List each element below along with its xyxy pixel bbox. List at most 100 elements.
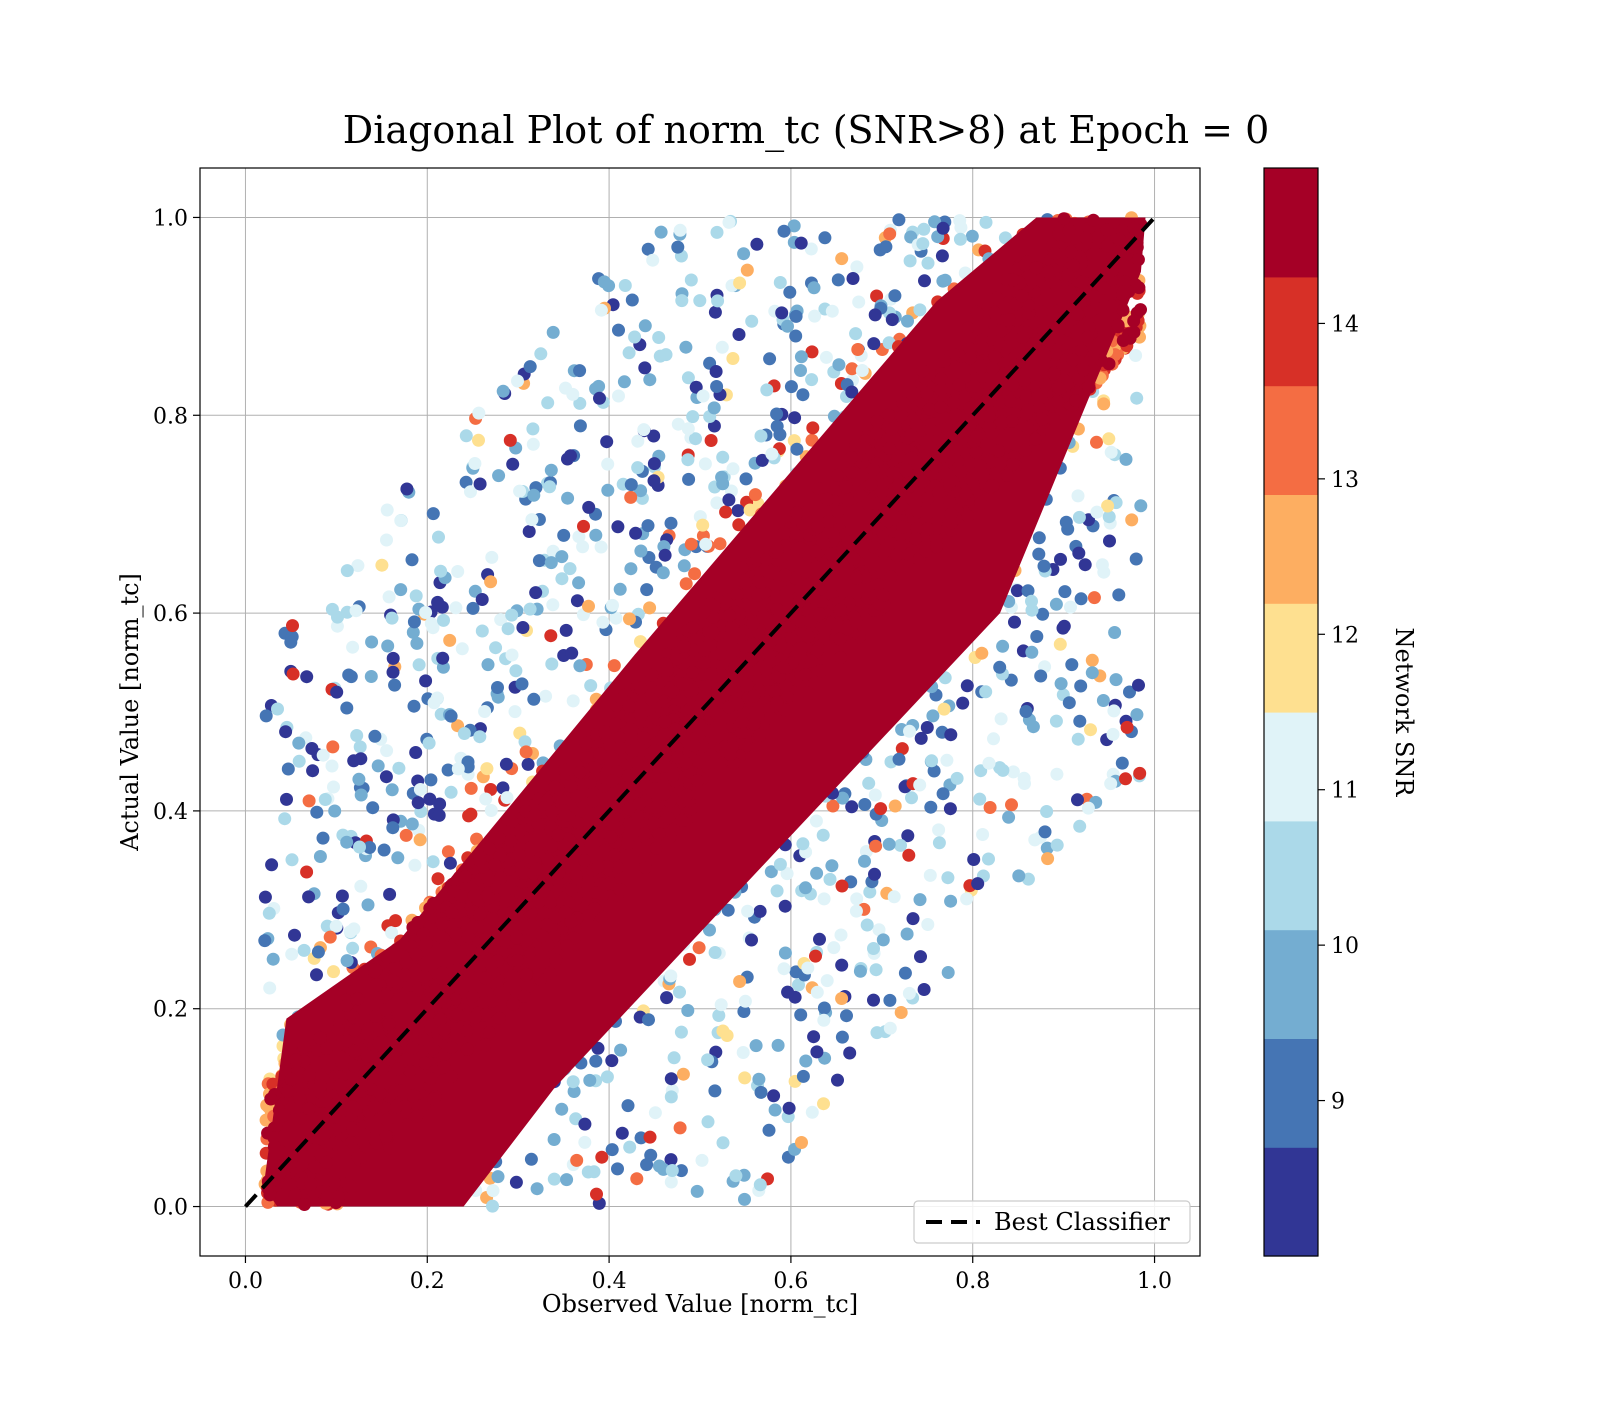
scatter-point (767, 1089, 780, 1102)
scatter-point (809, 950, 822, 963)
scatter-point (941, 871, 954, 884)
scatter-point (1072, 489, 1085, 502)
scatter-point (595, 541, 608, 554)
scatter-point (1073, 511, 1086, 524)
scatter-point (870, 963, 883, 976)
scatter-point (1002, 811, 1015, 824)
scatter-point (818, 1002, 831, 1015)
scatter-point (867, 994, 880, 1007)
scatter-point (352, 992, 365, 1005)
scatter-point (886, 313, 899, 326)
scatter-point (592, 380, 605, 393)
scatter-point (667, 769, 680, 782)
scatter-point (817, 1097, 830, 1110)
scatter-point (501, 791, 514, 804)
scatter-point (770, 408, 783, 421)
scatter-point (731, 698, 744, 711)
scatter-point (336, 890, 349, 903)
scatter-point (545, 464, 558, 477)
scatter-point (612, 324, 625, 337)
scatter-point (774, 276, 787, 289)
scatter-point (286, 619, 299, 632)
scatter-point (686, 410, 699, 423)
scatter-point (783, 286, 796, 299)
scatter-point (1130, 553, 1143, 566)
scatter-point (328, 1176, 341, 1189)
scatter-point (443, 634, 456, 647)
scatter-point (716, 451, 729, 464)
scatter-point (445, 1041, 458, 1054)
scatter-point (589, 529, 602, 542)
scatter-point (705, 434, 718, 447)
scatter-point (781, 320, 794, 333)
scatter-point (892, 213, 905, 226)
scatter-point (953, 214, 966, 227)
scatter-point (280, 793, 293, 806)
scatter-point (380, 1130, 393, 1143)
scatter-point (843, 1047, 856, 1060)
scatter-point (1039, 825, 1052, 838)
scatter-point (555, 550, 568, 563)
scatter-point (665, 1072, 678, 1085)
scatter-point (681, 453, 694, 466)
scatter-point (903, 725, 916, 738)
scatter-point (681, 1004, 694, 1017)
scatter-point (601, 1070, 614, 1083)
scatter-point (1132, 679, 1145, 692)
scatter-point (1050, 715, 1063, 728)
scatter-point (509, 664, 522, 677)
scatter-point (425, 617, 438, 630)
scatter-point (693, 941, 706, 954)
scatter-point (737, 1046, 750, 1059)
scatter-point (973, 793, 986, 806)
scatter-point (867, 463, 880, 476)
scatter-point (917, 223, 930, 236)
scatter-point (383, 888, 396, 901)
scatter-point (717, 639, 730, 652)
scatter-point (961, 679, 974, 692)
scatter-point (960, 892, 973, 905)
scatter-point (589, 886, 602, 899)
scatter-point (614, 741, 627, 754)
scatter-point (404, 991, 417, 1004)
scatter-point (918, 274, 931, 287)
scatter-point (305, 742, 318, 755)
scatter-point (682, 473, 695, 486)
scatter-point (899, 967, 912, 980)
scatter-point (487, 1184, 500, 1197)
scatter-point (605, 1054, 618, 1067)
scatter-point (493, 1012, 506, 1025)
scatter-point (699, 457, 712, 470)
scatter-point (1075, 592, 1088, 605)
scatter-point (1110, 673, 1123, 686)
scatter-point (808, 310, 821, 323)
scatter-point (840, 1009, 853, 1022)
scatter-point (1025, 595, 1038, 608)
scatter-point (951, 772, 964, 785)
scatter-point (1051, 839, 1064, 852)
scatter-point (921, 492, 934, 505)
scatter-point (1064, 601, 1077, 614)
scatter-point (710, 365, 723, 378)
scatter-point (263, 982, 276, 995)
scatter-point (595, 304, 608, 317)
scatter-point (544, 629, 557, 642)
scatter-point (354, 740, 367, 753)
scatter-point (271, 703, 284, 716)
scatter-point (567, 694, 580, 707)
scatter-point (624, 491, 637, 504)
scatter-point (258, 934, 271, 947)
scatter-point (616, 1127, 629, 1140)
scatter-point (504, 434, 517, 447)
scatter-point (1020, 705, 1033, 718)
scatter-point (619, 279, 632, 292)
scatter-point (628, 331, 641, 344)
scatter-point (310, 806, 323, 819)
scatter-point (432, 531, 445, 544)
scatter-point (545, 658, 558, 671)
scatter-point (460, 429, 473, 442)
scatter-point (623, 1141, 636, 1154)
scatter-point (293, 1092, 306, 1105)
scatter-point (565, 883, 578, 896)
